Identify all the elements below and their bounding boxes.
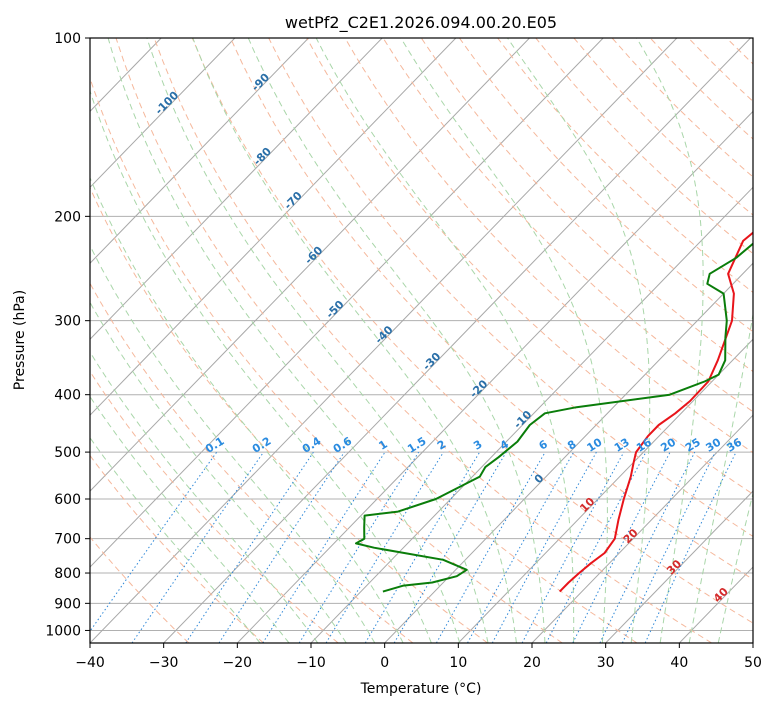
plot-frame [89,37,754,644]
x-tick-label: −30 [149,655,179,671]
moist-adiabat [90,301,347,643]
isotherm-line [90,38,530,492]
x-tick-label: 30 [597,655,615,671]
moist-adiabat [688,311,753,643]
moist-adiabat [507,38,651,643]
moist-adiabat-lines [90,38,753,643]
moist-adiabat [247,38,546,643]
moist-adiabat [90,395,290,643]
dry-adiabat [90,186,488,643]
mixing-ratio-line [599,451,696,643]
isotherm-line [457,338,753,643]
x-tick-label: −40 [75,655,105,671]
isotherm-line [236,110,753,643]
y-tick-label: 1000 [45,623,81,639]
x-tick-label: 50 [744,655,762,671]
y-tick-label: 600 [54,492,81,508]
x-tick-label: 40 [670,655,688,671]
moist-adiabat [146,38,489,643]
dewpoint-line [355,242,753,593]
mixing-ratio-line [218,451,345,643]
isotherm-line [310,186,753,643]
dry-adiabat [191,38,753,624]
mixing-ratio-line [262,451,386,643]
dry-adiabat [90,454,264,643]
isotherm-line [605,490,753,643]
temperature-line [558,231,753,593]
mixing-ratio-line [325,451,444,643]
isobar-gridlines [90,38,753,631]
dry-adiabat-lines [90,38,753,643]
mixing-ratio-line [521,451,625,643]
x-tick-label: 20 [523,655,541,671]
mixing-ratio-line [90,451,218,633]
y-tick-label: 200 [54,209,81,225]
moist-adiabat [717,491,753,643]
y-tick-label: 900 [54,596,81,612]
y-tick-label: 700 [54,532,81,548]
moist-adiabat [192,38,517,643]
x-tick-label: 0 [380,655,389,671]
moist-adiabat [90,176,404,643]
x-axis-label: Temperature (°C) [360,681,482,697]
y-tick-label: 100 [54,31,81,47]
moist-adiabat [400,38,608,643]
isotherm-line [384,262,753,643]
moist-adiabat [90,89,432,643]
isotherm-lines [90,38,753,643]
moist-adiabat [90,436,261,643]
dry-adiabat [90,282,414,643]
isotherm-line [90,38,457,416]
dry-adiabat [115,38,638,643]
isotherm-line [163,38,751,643]
y-tick-label: 800 [54,566,81,582]
y-tick-label: 400 [54,388,81,404]
isotherm-line [90,38,236,189]
moist-adiabat [107,38,461,643]
x-tick-label: 10 [449,655,467,671]
y-axis-label: Pressure (hPa) [12,290,28,390]
dry-adiabat [90,76,563,643]
isotherm-line [531,414,753,643]
x-tick-label: −20 [223,655,253,671]
chart-title: wetPf2_C2E1.2026.094.00.20.E05 [285,13,557,33]
mixing-ratio-line [572,451,671,643]
y-tick-label: 300 [54,314,81,330]
isotherm-line [90,38,604,568]
mixing-ratio-line [185,451,314,643]
x-axis-ticks: −40 −30 −20 −10 0 10 20 30 40 50 [75,643,762,671]
isotherm-line [90,38,309,264]
mixing-ratio-lines [90,451,737,643]
plot-area [90,38,753,643]
moist-adiabat [636,38,704,643]
moist-adiabat [90,244,376,643]
moist-adiabat [315,38,575,643]
mixing-ratio-line [491,451,597,643]
x-tick-label: −10 [296,655,326,671]
isotherm-line [90,38,678,643]
isotherm-line [90,38,383,340]
mixing-ratio-line [467,451,575,643]
y-axis-ticks: 100 200 300 400 500 600 700 800 900 1000 [45,31,90,639]
y-tick-label: 500 [54,445,81,461]
dry-adiabat [90,370,339,643]
sounding-series [355,231,753,593]
moist-adiabat [90,351,319,643]
dry-adiabat [497,38,753,294]
mixing-ratio-line [131,451,265,643]
